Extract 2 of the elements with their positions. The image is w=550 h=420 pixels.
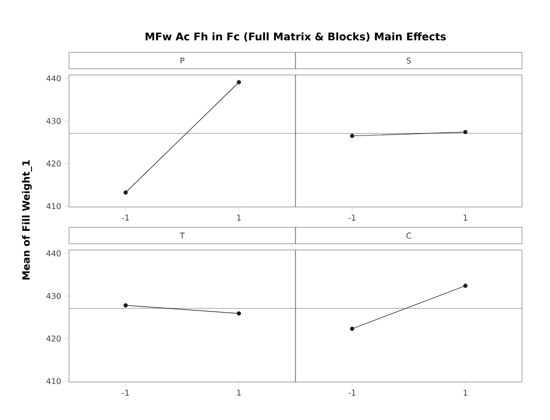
text: MFw Ac Fh in Fc (Full Matrix & Blocks) Main Effects	[146, 32, 446, 42]
y-axis-title: Mean of Fill Weight_1	[22, 160, 32, 280]
